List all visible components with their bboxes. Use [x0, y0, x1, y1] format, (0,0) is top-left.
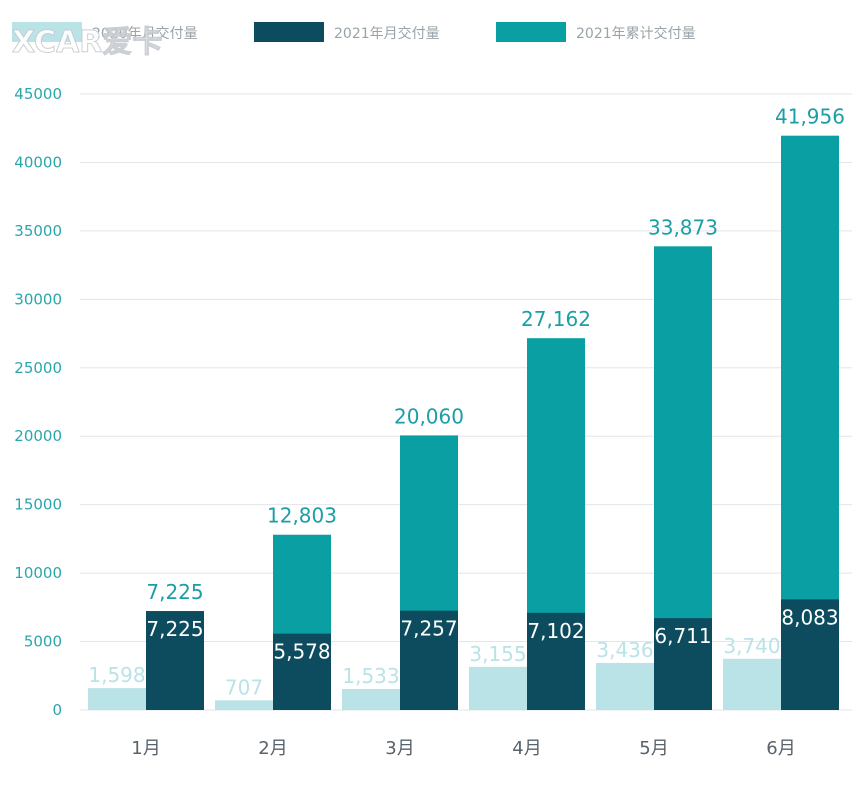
label-2021-monthly: 7,225: [146, 617, 203, 641]
legend-label: 2021年月交付量: [334, 25, 440, 42]
legend-label: 2021年累计交付量: [576, 25, 696, 42]
legend-swatch: [12, 22, 82, 42]
bar-2020-monthly: [469, 666, 527, 710]
label-2021-cumulative: 41,956: [775, 105, 845, 129]
label-2020-monthly: 3,740: [723, 634, 780, 658]
data-labels: 1,5987,2257,2257075,57812,8031,5337,2572…: [88, 105, 845, 700]
y-tick-label: 25000: [14, 359, 62, 377]
legend: 2020年月交付量 2021年月交付量 2021年累计交付量: [12, 22, 696, 42]
x-tick-label: 6月: [766, 738, 795, 759]
label-2021-monthly: 7,257: [400, 617, 457, 641]
label-2020-monthly: 707: [225, 675, 263, 699]
y-tick-label: 0: [52, 701, 62, 719]
label-2020-monthly: 3,436: [596, 638, 653, 662]
y-tick-label: 20000: [14, 427, 62, 445]
label-2021-cumulative: 27,162: [521, 307, 591, 331]
bar-2021-monthly: [146, 611, 204, 710]
y-tick-label: 35000: [14, 222, 62, 240]
y-tick-label: 10000: [14, 564, 62, 582]
y-tick-label: 45000: [14, 85, 62, 103]
y-tick-label: 15000: [14, 496, 62, 514]
bar-2021-monthly: [654, 618, 712, 710]
bar-2020-monthly: [88, 688, 146, 710]
x-tick-label: 4月: [512, 738, 541, 759]
bar-2020-monthly: [342, 689, 400, 710]
x-tick-label: 3月: [385, 738, 414, 759]
grid-lines: [80, 93, 852, 711]
legend-label: 2020年月交付量: [92, 25, 198, 42]
label-2021-monthly: 5,578: [273, 640, 330, 664]
label-2021-monthly: 7,102: [527, 619, 584, 643]
label-2021-cumulative: 33,873: [648, 215, 718, 239]
label-2020-monthly: 1,598: [88, 663, 145, 687]
legend-swatch: [496, 22, 566, 42]
x-tick-label: 5月: [639, 738, 668, 759]
bar-2020-monthly: [596, 662, 654, 710]
bar-2020-monthly: [723, 658, 781, 710]
label-2021-monthly: 6,711: [654, 624, 711, 648]
label-2021-cumulative: 7,225: [146, 580, 203, 604]
y-tick-label: 5000: [24, 633, 62, 651]
watermark-logo: XCAR爱卡: [12, 25, 162, 60]
x-axis: 1月 2月 3月 4月 5月 6月: [131, 738, 795, 759]
label-2021-monthly: 8,083: [781, 605, 838, 629]
y-axis: 0 5000 10000 15000 20000 25000 30000 35000 40000…: [14, 85, 62, 719]
bars: [88, 135, 839, 711]
bar-2021-monthly: [527, 612, 585, 710]
bar-2021-monthly: [781, 599, 839, 710]
bar-2020-monthly: [215, 700, 273, 710]
x-tick-label: 1月: [131, 738, 160, 759]
x-tick-label: 2月: [258, 738, 287, 759]
label-2020-monthly: 1,533: [342, 664, 399, 688]
y-tick-label: 40000: [14, 153, 62, 171]
legend-swatch: [254, 22, 324, 42]
bar-2021-monthly: [400, 610, 458, 710]
y-tick-label: 30000: [14, 290, 62, 308]
label-2021-cumulative: 12,803: [267, 504, 337, 528]
label-2020-monthly: 3,155: [469, 642, 526, 666]
bar-2021-monthly: [273, 633, 331, 710]
label-2021-cumulative: 20,060: [394, 404, 464, 428]
